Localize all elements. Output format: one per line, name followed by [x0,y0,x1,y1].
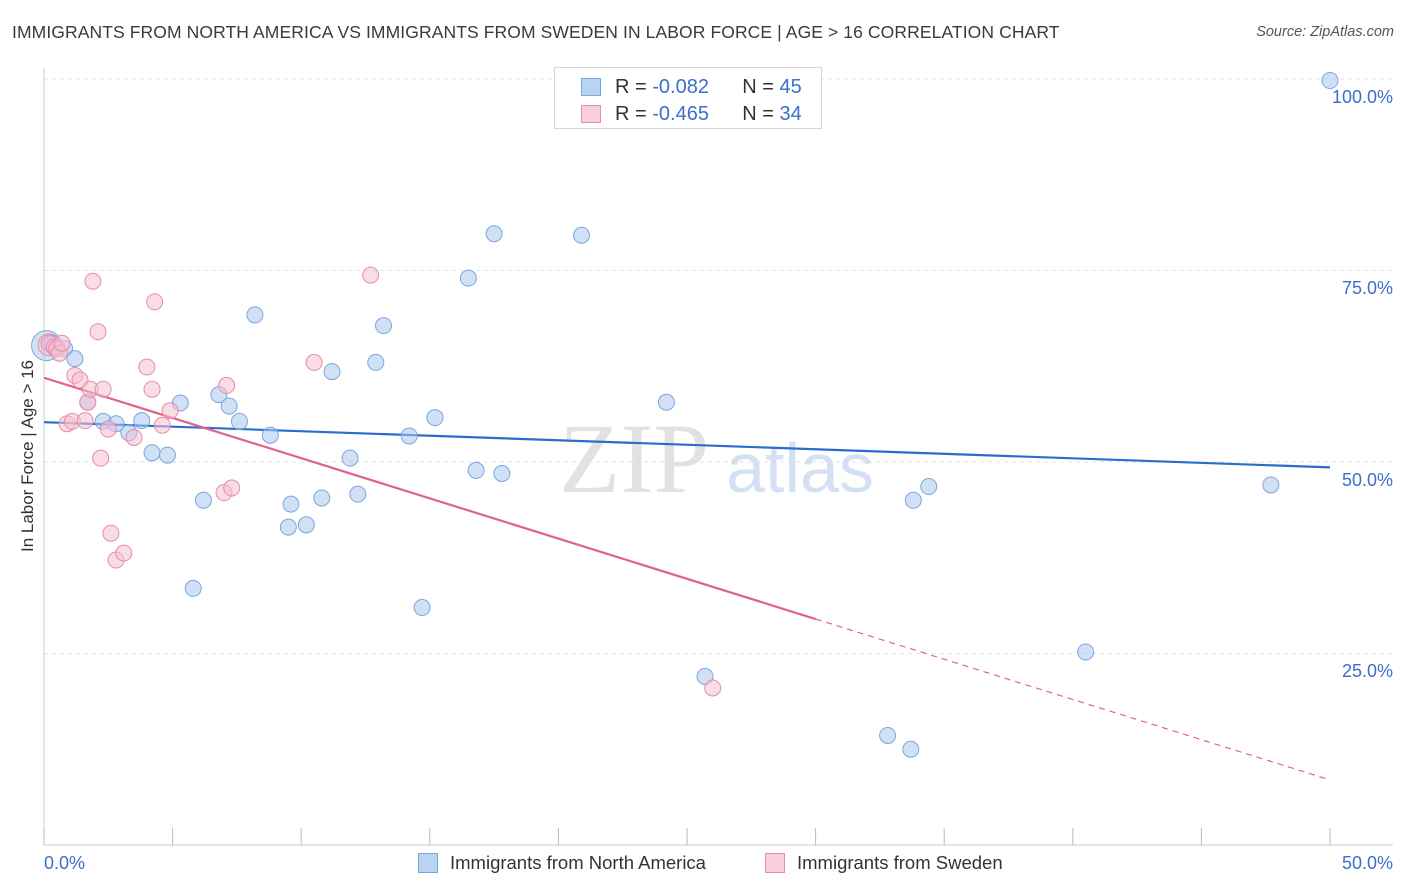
data-point-north-america [657,393,675,411]
data-point-north-america [1077,643,1095,661]
n-value: 45 [779,75,802,98]
x-tick-label-max: 50.0% [1342,853,1393,873]
data-point-sweden [704,679,722,697]
y-tick-label-50: 50.0% [1342,470,1393,490]
y-tick-label-25: 25.0% [1342,661,1393,681]
stats-legend-row-sweden: R = -0.465 N = 34 [581,102,802,126]
data-point-north-america [400,427,418,445]
data-point-north-america [1262,476,1280,494]
data-point-sweden [125,428,143,446]
data-point-north-america [485,225,503,243]
data-point-north-america [133,412,151,430]
data-point-sweden [53,334,71,352]
watermark-atlas: atlas [726,429,874,507]
data-point-sweden [94,380,112,398]
n-label: N = [742,75,780,98]
data-point-sweden [89,323,107,341]
data-point-north-america [467,461,485,479]
data-point-north-america [194,491,212,509]
data-point-north-america [184,579,202,597]
data-point-sweden [146,293,164,311]
data-point-north-america [143,444,161,462]
r-value: -0.082 [652,75,709,98]
legend-label-sweden: Immigrants from Sweden [797,852,1003,873]
n-value: 34 [779,102,802,125]
trend-line-north-america [43,421,1331,469]
data-point-sweden [218,376,236,394]
data-point-sweden [99,420,117,438]
data-point-north-america [297,516,315,534]
data-point-north-america [367,353,385,371]
y-tick-label-75: 75.0% [1342,278,1393,298]
r-label: R = [615,75,653,98]
n-label: N = [742,102,780,125]
data-point-north-america [230,412,248,430]
legend-item-north-america: Immigrants from North America [418,852,706,874]
data-point-north-america [261,426,279,444]
data-point-sweden [76,412,94,430]
data-point-north-america [459,269,477,287]
watermark-zip: ZIP [559,403,709,514]
data-point-north-america [282,495,300,513]
data-point-north-america [375,317,393,335]
data-point-north-america [158,446,176,464]
data-point-sweden [115,544,133,562]
data-point-north-america [573,226,591,244]
data-point-north-america [920,478,938,496]
r-value: -0.465 [652,102,709,125]
data-point-north-america [493,464,511,482]
data-point-north-america [66,350,84,368]
x-tick-label-min: 0.0% [44,853,85,873]
data-point-sweden [223,479,241,497]
stats-legend-row-north-america: R = -0.082 N = 45 [581,75,802,99]
data-point-north-america [1321,72,1339,90]
points-layer [31,70,1339,758]
y-tick-label-100: 100.0% [1332,87,1393,107]
data-point-north-america [904,491,922,509]
source-credit: Source: ZipAtlas.com [1256,24,1394,40]
series-legend: Immigrants from North America Immigrants… [0,852,1406,878]
data-point-north-america [220,397,238,415]
data-point-north-america [426,409,444,427]
data-point-sweden [362,266,380,284]
data-point-north-america [341,449,359,467]
data-point-sweden [161,402,179,420]
chart-title: IMMIGRANTS FROM NORTH AMERICA VS IMMIGRA… [12,22,1060,42]
watermark: ZIP atlas [559,403,874,514]
stats-legend: R = -0.082 N = 45 R = -0.465 N = 34 [554,67,822,129]
data-point-sweden [84,272,102,290]
data-point-north-america [879,726,897,744]
trend-line-extension-sweden [815,618,1331,781]
legend-item-sweden: Immigrants from Sweden [765,852,1003,874]
data-point-north-america [246,306,264,324]
data-point-north-america [902,740,920,758]
data-point-north-america [279,518,297,536]
grid-layer [44,78,1393,654]
data-point-north-america [323,363,341,381]
data-point-north-america [413,599,431,617]
r-label: R = [615,102,653,125]
data-point-sweden [153,416,171,434]
data-point-sweden [92,449,110,467]
data-point-sweden [102,524,120,542]
axis-layer [43,68,1393,846]
legend-label-north-america: Immigrants from North America [450,852,706,873]
data-point-north-america [313,489,331,507]
legend-swatch-pink [581,105,601,123]
legend-swatch-pink [765,853,785,873]
data-point-north-america [349,485,367,503]
legend-swatch-blue [581,78,601,96]
data-point-sweden [143,380,161,398]
legend-swatch-blue [418,853,438,873]
data-point-sweden [305,353,323,371]
data-point-sweden [138,358,156,376]
tick-label-layer: 0.0% 50.0% 25.0% 50.0% 75.0% 100.0% [44,87,1393,873]
